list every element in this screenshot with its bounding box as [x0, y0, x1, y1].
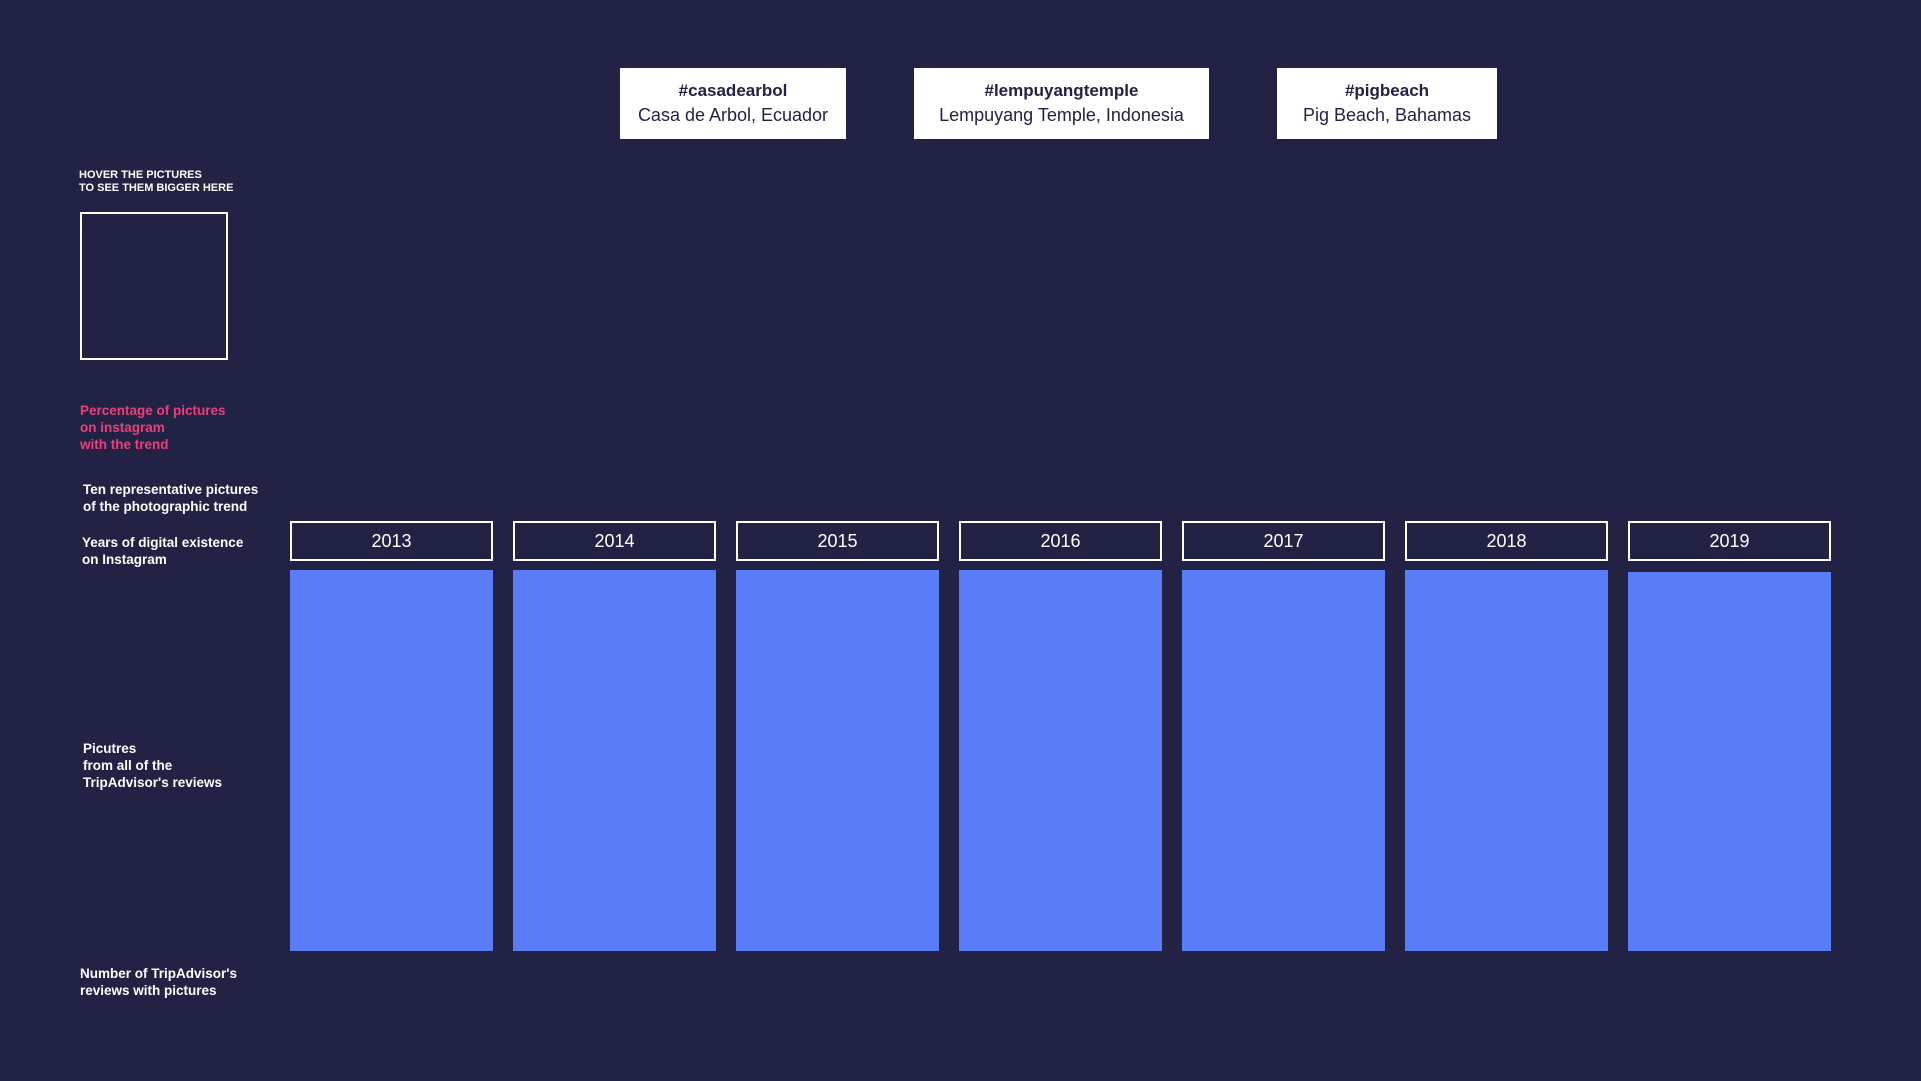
reviews-count-label: Number of TripAdvisor's reviews with pic… — [80, 966, 237, 998]
pictures-column-2019[interactable] — [1628, 572, 1831, 951]
year-2017[interactable]: 2017 — [1182, 521, 1385, 561]
pictures-column-2015[interactable] — [736, 570, 939, 951]
picture-preview-box — [80, 212, 228, 360]
trend-location: Pig Beach, Bahamas — [1302, 105, 1472, 125]
year-2016[interactable]: 2016 — [959, 521, 1162, 561]
trend-hashtag: #lempuyangtemple — [984, 81, 1139, 100]
tripadvisor-pictures-label: Picutres from all of the TripAdvisor's r… — [83, 741, 223, 790]
trend-location: Lempuyang Temple, Indonesia — [939, 105, 1184, 125]
year-2018[interactable]: 2018 — [1405, 521, 1608, 561]
representative-pictures-label: Ten representative pictures of the photo… — [83, 482, 259, 514]
pictures-column-2017[interactable] — [1182, 570, 1385, 951]
trend-card-lempuyangtemple[interactable]: #lempuyangtemple Lempuyang Temple, Indon… — [914, 68, 1209, 139]
year-2014[interactable]: 2014 — [513, 521, 716, 561]
pictures-column-2014[interactable] — [513, 570, 716, 951]
trend-card-casadearbol[interactable]: #casadearbol Casa de Arbol, Ecuador — [620, 68, 846, 139]
year-2019[interactable]: 2019 — [1628, 521, 1831, 561]
trend-hashtag: #casadearbol — [678, 81, 788, 100]
years-label: Years of digital existence on Instagram — [82, 535, 244, 567]
year-2013[interactable]: 2013 — [290, 521, 493, 561]
year-2015[interactable]: 2015 — [736, 521, 939, 561]
pictures-column-2018[interactable] — [1405, 570, 1608, 951]
percentage-label: Percentage of pictures on instagram with… — [80, 403, 226, 452]
trend-hashtag: #pigbeach — [1344, 81, 1430, 100]
pictures-column-2016[interactable] — [959, 570, 1162, 951]
trend-location: Casa de Arbol, Ecuador — [637, 105, 829, 125]
hover-hint: HOVER THE PICTURES TO SEE THEM BIGGER HE… — [79, 169, 234, 194]
pictures-column-2013[interactable] — [290, 570, 493, 951]
trend-card-pigbeach[interactable]: #pigbeach Pig Beach, Bahamas — [1277, 68, 1497, 139]
